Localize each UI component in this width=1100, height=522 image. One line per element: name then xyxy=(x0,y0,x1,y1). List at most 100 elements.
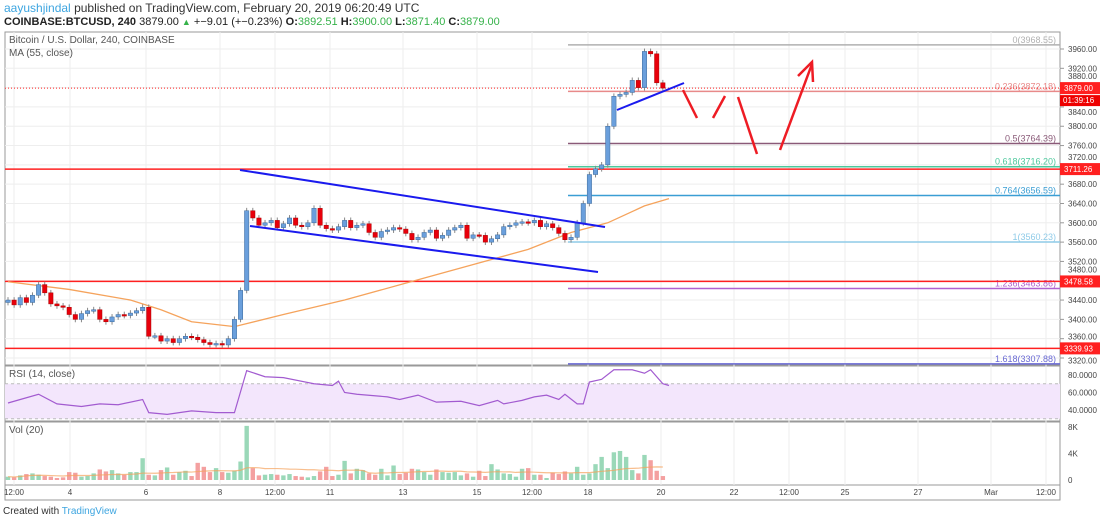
author-link[interactable]: aayushjindal xyxy=(4,1,71,15)
volume-bar xyxy=(287,474,292,480)
candle-down xyxy=(476,234,482,237)
volume-bar xyxy=(115,473,121,480)
candle-down xyxy=(635,80,641,88)
volume-bar xyxy=(79,476,84,480)
projection-arrow-segment xyxy=(681,89,699,119)
volume-bar xyxy=(250,468,255,480)
candle-down xyxy=(207,342,213,345)
volume-bar xyxy=(305,477,311,480)
candle-up xyxy=(440,235,445,239)
candle-up xyxy=(262,222,268,226)
volume-bar xyxy=(324,466,329,480)
price-tick-label: 3880.00 xyxy=(1068,72,1097,81)
candle-up xyxy=(489,238,494,243)
price-tick-label: 3320.00 xyxy=(1068,356,1097,365)
footer: Created with TradingView xyxy=(3,506,117,517)
candle-up xyxy=(231,319,237,339)
volume-bar xyxy=(354,468,360,480)
volume-bar xyxy=(556,474,561,480)
price-tick-label: 3960.00 xyxy=(1068,45,1097,54)
volume-bar xyxy=(54,478,60,480)
volume-bar xyxy=(630,470,635,480)
candle-up xyxy=(427,229,433,233)
candle-down xyxy=(372,232,378,238)
volume-bar xyxy=(91,473,96,480)
candle-up xyxy=(5,299,11,303)
candle-up xyxy=(305,222,311,227)
candle-up xyxy=(519,221,525,224)
candle-down xyxy=(54,303,60,307)
time-tick-label: 15 xyxy=(473,488,482,497)
candle-up xyxy=(238,290,244,320)
volume-bar xyxy=(262,474,268,480)
candle-up xyxy=(115,314,121,318)
volume-bar xyxy=(24,474,29,480)
volume-bar xyxy=(434,469,439,480)
volume-bar xyxy=(201,466,207,480)
fib-level-label: 0.236(3872.18) xyxy=(995,81,1056,91)
price-tick-label: 3480.00 xyxy=(1068,265,1097,274)
volume-bar xyxy=(513,476,519,480)
price-tick-label: 3400.00 xyxy=(1068,315,1097,324)
candle-up xyxy=(30,294,35,303)
volume-tick-label: 8K xyxy=(1068,423,1078,432)
candle-up xyxy=(36,284,42,296)
rsi-tick-label: 80.0000 xyxy=(1068,371,1097,380)
volume-bar xyxy=(256,475,262,480)
candle-up xyxy=(213,343,219,346)
current-price-box xyxy=(1060,82,1100,95)
time-tick-label: 12:00 xyxy=(4,488,25,497)
tradingview-logo[interactable]: TradingView xyxy=(61,506,117,517)
candle-up xyxy=(91,309,97,312)
volume-bar xyxy=(226,472,231,480)
volume-bar xyxy=(440,472,445,480)
volume-bar xyxy=(189,476,194,480)
candle-up xyxy=(268,220,274,224)
candle-up xyxy=(360,223,366,226)
candle-down xyxy=(219,343,225,346)
volume-bar xyxy=(232,470,237,480)
candle-up xyxy=(580,203,586,224)
candle-down xyxy=(537,220,543,227)
candle-up xyxy=(140,307,146,311)
volume-bar xyxy=(281,475,286,480)
high-value: 3900.00 xyxy=(352,16,393,28)
volume-bar xyxy=(183,470,188,480)
volume-bar xyxy=(587,473,592,480)
volume-bar xyxy=(654,470,659,480)
channel-upper-line xyxy=(239,169,606,228)
publish-text: published on TradingView.com, February 2… xyxy=(74,1,420,15)
volume-bar xyxy=(599,456,604,480)
candle-up xyxy=(495,234,501,239)
price-tick-label: 3760.00 xyxy=(1068,142,1097,151)
projection-arrow-segment xyxy=(711,95,727,119)
volume-bar xyxy=(611,452,617,480)
candle-up xyxy=(354,224,360,228)
candle-up xyxy=(415,237,421,240)
close-value: 3879.00 xyxy=(459,16,500,28)
volume-bar xyxy=(42,476,47,480)
publish-info: aayushjindal published on TradingView.co… xyxy=(4,1,419,15)
volume-tick-label: 4K xyxy=(1068,450,1078,459)
volume-legend: Vol (20) xyxy=(9,425,44,436)
volume-ma-line xyxy=(7,466,663,478)
volume-bar xyxy=(379,468,384,480)
volume-bar xyxy=(164,467,170,480)
volume-bar xyxy=(581,474,586,480)
time-tick-label: 18 xyxy=(584,488,593,497)
volume-bar xyxy=(128,472,133,480)
volume-bar xyxy=(397,474,402,480)
candle-up xyxy=(605,125,611,166)
volume-bar xyxy=(18,475,23,480)
time-tick-label: 22 xyxy=(730,488,739,497)
volume-bar xyxy=(207,472,213,480)
candle-down xyxy=(409,233,415,240)
rsi-legend: RSI (14, close) xyxy=(9,369,76,380)
price-tick-label: 3920.00 xyxy=(1068,64,1097,73)
projection-arrow-segment xyxy=(736,96,759,155)
candle-up xyxy=(244,210,250,291)
candle-up xyxy=(617,94,623,97)
volume-bar xyxy=(452,472,457,480)
volume-bar xyxy=(446,472,451,480)
